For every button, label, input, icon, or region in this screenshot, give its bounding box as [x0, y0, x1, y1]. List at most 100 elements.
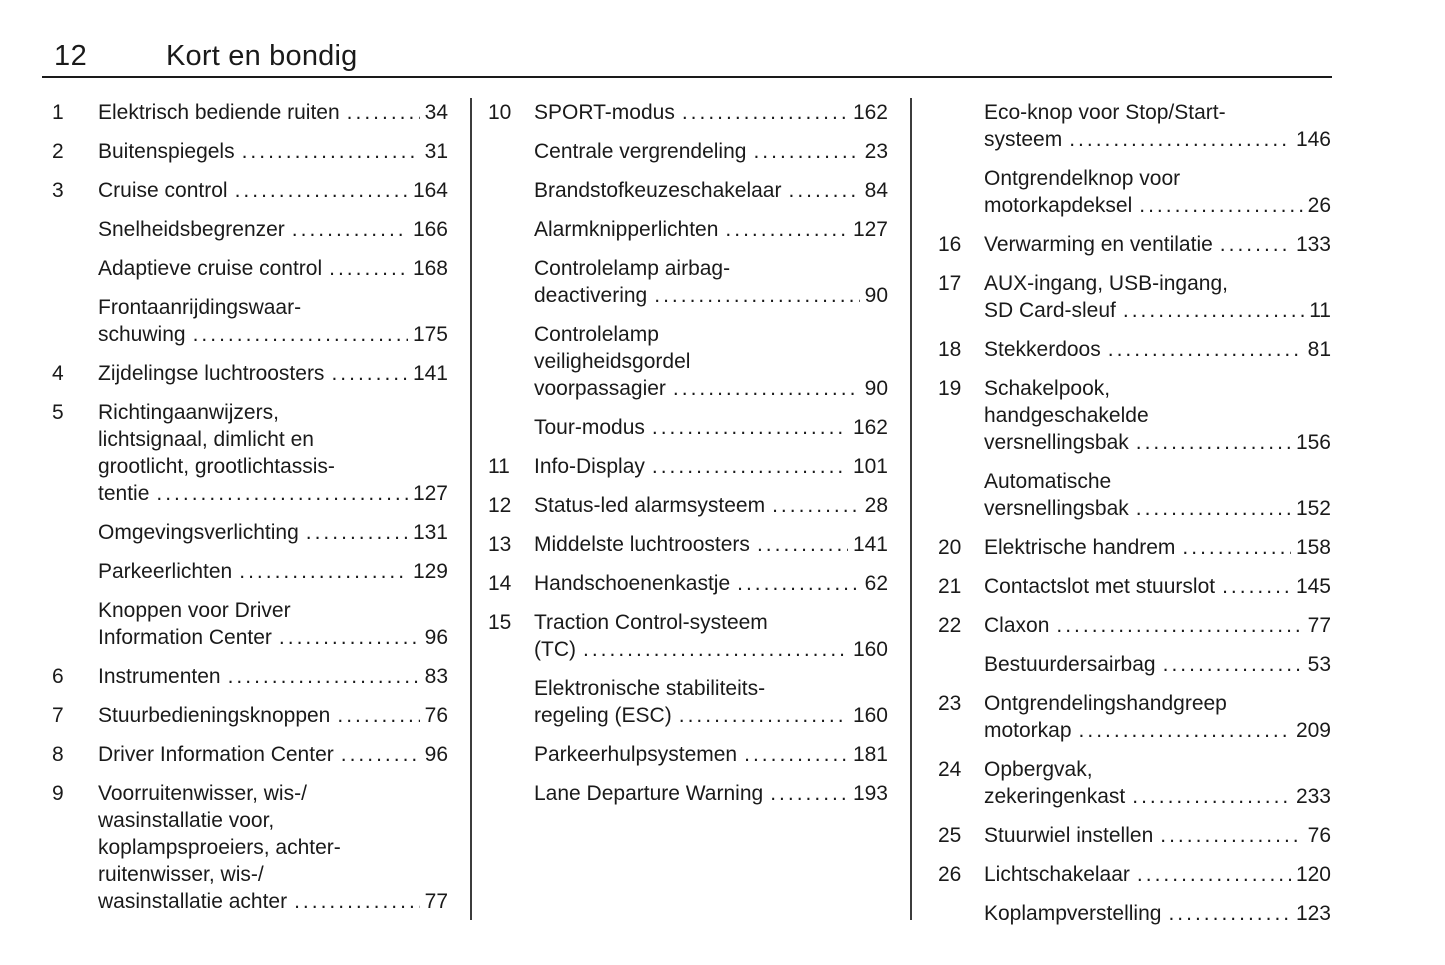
entry-text-line: Traction Control-systeem: [534, 611, 768, 634]
toc-entry: 13 Middelste luchtroosters 141: [488, 531, 888, 558]
toc-entry: Brandstofkeuzeschakelaar 84: [488, 177, 888, 204]
entry-number: [488, 414, 534, 441]
entry-last-line: Lichtschakelaar 120: [984, 861, 1331, 888]
entry-content: Koplampverstelling 123: [984, 900, 1331, 927]
entry-page-number: 160: [852, 638, 888, 661]
entry-text-line: Lichtschakelaar: [984, 863, 1130, 886]
entry-text-line: Centrale vergrendeling: [534, 140, 747, 163]
entry-last-line: versnellingsbak 152: [984, 495, 1331, 522]
dot-leader: [744, 741, 848, 768]
entry-last-line: Stuurbedieningsknoppen 76: [98, 702, 448, 729]
dot-leader: [673, 375, 860, 402]
entry-last-line: Stuurwiel instellen 76: [984, 822, 1331, 849]
entry-last-line: voorpassagier 90: [534, 375, 888, 402]
entry-content: Stuurwiel instellen 76: [984, 822, 1331, 849]
entry-page-number: 209: [1295, 719, 1331, 742]
toc-entry: 18 Stekkerdoos 81: [938, 336, 1331, 363]
entry-number: 18: [938, 338, 962, 361]
entry-text-line: Elektrische handrem: [984, 536, 1176, 559]
entry-page-number: 133: [1295, 233, 1331, 256]
entry-number: 12: [488, 494, 512, 517]
entry-last-line: Omgevingsverlichting 131: [98, 519, 448, 546]
entry-number: 26: [938, 863, 962, 886]
entry-content: Lichtschakelaar 120: [984, 861, 1331, 888]
dot-leader: [1182, 534, 1291, 561]
entry-page-number: 23: [864, 140, 888, 163]
dot-leader: [1108, 336, 1303, 363]
entry-content: Alarmknipperlichten 127: [534, 216, 888, 243]
entry-page-number: 160: [852, 704, 888, 727]
dot-leader: [1079, 717, 1291, 744]
toc-entry: Elektronische stabiliteits-regeling (ESC…: [488, 675, 888, 729]
entry-text-line: Information Center: [98, 626, 272, 649]
entry-page-number: 83: [424, 665, 448, 688]
toc-column: 10 SPORT-modus 162 Centrale vergrendeling 23…: [488, 99, 888, 819]
entry-text-line: handgeschakelde: [984, 404, 1149, 427]
entry-text-line: Parkeerhulpsystemen: [534, 743, 738, 766]
entry-page-number: 152: [1295, 497, 1331, 520]
entry-text-line: systeem: [984, 128, 1063, 151]
entry-number: 7: [52, 704, 64, 727]
entry-content: Instrumenten 83: [98, 663, 448, 690]
entry-number: 15: [488, 611, 512, 634]
entry-content: Elektronische stabiliteits-regeling (ESC…: [534, 675, 888, 729]
toc-entry: 24 Opbergvak, zekeringenkast 233: [938, 756, 1331, 810]
entry-last-line: regeling (ESC) 160: [534, 702, 888, 729]
entry-number: [488, 675, 534, 729]
entry-text-line: motorkap: [984, 719, 1072, 742]
toc-entry: 16 Verwarming en ventilatie 133: [938, 231, 1331, 258]
dot-leader: [1136, 495, 1291, 522]
entry-page-number: 76: [424, 704, 448, 727]
dot-leader: [1123, 297, 1304, 324]
entry-number: 23: [938, 692, 962, 715]
entry-content: Tour-modus 162: [534, 414, 888, 441]
dot-leader: [1136, 429, 1291, 456]
entry-text-line: Zijdelingse luchtroosters: [98, 362, 325, 385]
entry-page-number: 131: [412, 521, 448, 544]
entry-text-line: Automatische: [984, 470, 1112, 493]
entry-text-line: Lane Departure Warning: [534, 782, 764, 805]
dot-leader: [1132, 783, 1291, 810]
entry-content: Bestuurdersairbag 53: [984, 651, 1331, 678]
entry-number: 10: [488, 101, 512, 124]
entry-content: Frontaanrijdingswaar-schuwing 175: [98, 294, 448, 348]
dot-leader: [1056, 612, 1302, 639]
toc-entry: Controlelamp airbag-deactivering 90: [488, 255, 888, 309]
column-divider: [910, 98, 912, 920]
entry-text-line: lichtsignaal, dimlicht en: [98, 428, 314, 451]
entry-number: [52, 294, 98, 348]
toc-entry: Automatische versnellingsbak 152: [938, 468, 1331, 522]
entry-number: [938, 468, 984, 522]
entry-text-line: Controlelamp airbag-: [534, 257, 731, 280]
dot-leader: [193, 321, 408, 348]
column-divider: [470, 98, 472, 920]
entry-last-line: schuwing 175: [98, 321, 448, 348]
dot-leader: [682, 99, 848, 126]
entry-text-line: Status-led alarmsysteem: [534, 494, 766, 517]
entry-page-number: 162: [852, 101, 888, 124]
entry-text-line: motorkapdeksel: [984, 194, 1133, 217]
toc-entry: 21 Contactslot met stuurslot 145: [938, 573, 1331, 600]
entry-text-line: Contactslot met stuurslot: [984, 575, 1216, 598]
toc-entry: 4 Zijdelingse luchtroosters 141: [52, 360, 448, 387]
toc-entry: 17 AUX-ingang, USB-ingang, SD Card-sleuf 11: [938, 270, 1331, 324]
entry-content: Verwarming en ventilatie 133: [984, 231, 1331, 258]
entry-text-line: ruitenwisser, wis-/: [98, 863, 264, 886]
entry-page-number: 101: [852, 455, 888, 478]
entry-last-line: Snelheidsbegrenzer 166: [98, 216, 448, 243]
entry-content: Parkeerhulpsystemen 181: [534, 741, 888, 768]
entry-text-line: Claxon: [984, 614, 1050, 637]
toc-entry: 2 Buitenspiegels 31: [52, 138, 448, 165]
entry-last-line: Brandstofkeuzeschakelaar 84: [534, 177, 888, 204]
dot-leader: [753, 138, 859, 165]
dot-leader: [737, 570, 860, 597]
entry-last-line: Alarmknipperlichten 127: [534, 216, 888, 243]
entry-text-line: Stuurwiel instellen: [984, 824, 1154, 847]
entry-last-line: Koplampverstelling 123: [984, 900, 1331, 927]
entry-content: Zijdelingse luchtroosters 141: [98, 360, 448, 387]
entry-page-number: 129: [412, 560, 448, 583]
entry-content: Controlelamp airbag-deactivering 90: [534, 255, 888, 309]
entry-number: 5: [52, 401, 64, 424]
entry-number: [488, 138, 534, 165]
